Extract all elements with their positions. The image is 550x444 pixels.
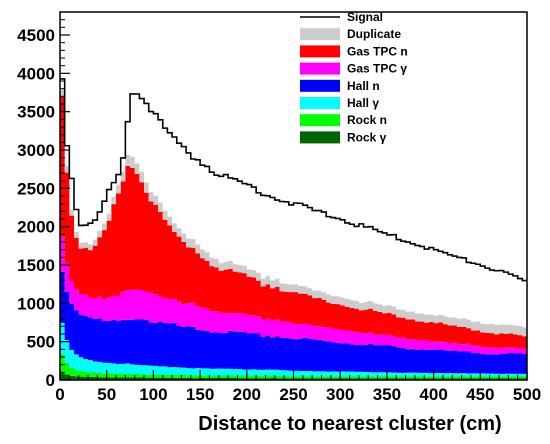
line-signal [60, 78, 527, 282]
x-tick-label: 300 [326, 385, 354, 404]
x-tick-label: 150 [186, 385, 214, 404]
x-axis: 0 50 100 150 200 250 300 350 400 450 500 [55, 370, 541, 404]
x-tick-label: 250 [279, 385, 307, 404]
x-tick-label: 200 [233, 385, 261, 404]
legend-label-hall-gamma: Hall γ [347, 96, 379, 110]
legend-label-hall-n: Hall n [347, 79, 380, 93]
legend-label-signal: Signal [347, 10, 383, 24]
x-axis-label: Distance to nearest cluster (cm) [198, 413, 501, 435]
legend-swatch-duplicate [300, 28, 340, 41]
legend-label-gas-tpc-gamma: Gas TPC γ [347, 62, 407, 76]
y-tick-label: 4500 [17, 26, 55, 45]
y-tick-label: 3500 [17, 103, 55, 122]
legend-label-rock-gamma: Rock γ [347, 130, 387, 144]
legend-swatch-rock-gamma [300, 131, 340, 144]
y-tick-label: 1000 [17, 294, 55, 313]
y-tick-label: 500 [27, 333, 55, 352]
y-tick-label: 0 [46, 371, 55, 390]
area-gas-tpc-gamma [60, 236, 527, 355]
x-tick-label: 450 [466, 385, 494, 404]
x-tick-label: 50 [97, 385, 116, 404]
legend-label-duplicate: Duplicate [347, 27, 401, 41]
legend-swatch-gas-tpc-n [300, 45, 340, 58]
legend-swatch-hall-n [300, 79, 340, 92]
area-hall-n [60, 272, 527, 374]
stacked-areas [60, 89, 527, 380]
signal-series [60, 78, 527, 282]
y-axis: 0 500 1000 1500 2000 2500 3000 3500 4000 4500 [17, 11, 70, 390]
legend-label-rock-n: Rock n [347, 113, 387, 127]
y-tick-label: 1500 [17, 256, 55, 275]
area-gas-tpc-n [60, 97, 527, 349]
x-tick-label: 0 [55, 385, 64, 404]
y-tick-label: 4000 [17, 64, 55, 83]
x-tick-label: 500 [513, 385, 541, 404]
legend-swatch-rock-n [300, 114, 340, 127]
x-tick-label: 100 [139, 385, 167, 404]
x-tick-label: 350 [373, 385, 401, 404]
legend-swatch-hall-gamma [300, 97, 340, 109]
y-tick-label: 3000 [17, 141, 55, 160]
legend-label-gas-tpc-n: Gas TPC n [347, 44, 408, 58]
y-tick-label: 2000 [17, 218, 55, 237]
legend-swatch-gas-tpc-gamma [300, 62, 340, 75]
y-tick-label: 2500 [17, 179, 55, 198]
x-tick-label: 400 [419, 385, 447, 404]
area-duplicate [60, 89, 527, 337]
area-rock-gamma [60, 372, 527, 380]
legend: Signal Duplicate Gas TPC n Gas TPC γ Hall n H… [300, 10, 408, 144]
